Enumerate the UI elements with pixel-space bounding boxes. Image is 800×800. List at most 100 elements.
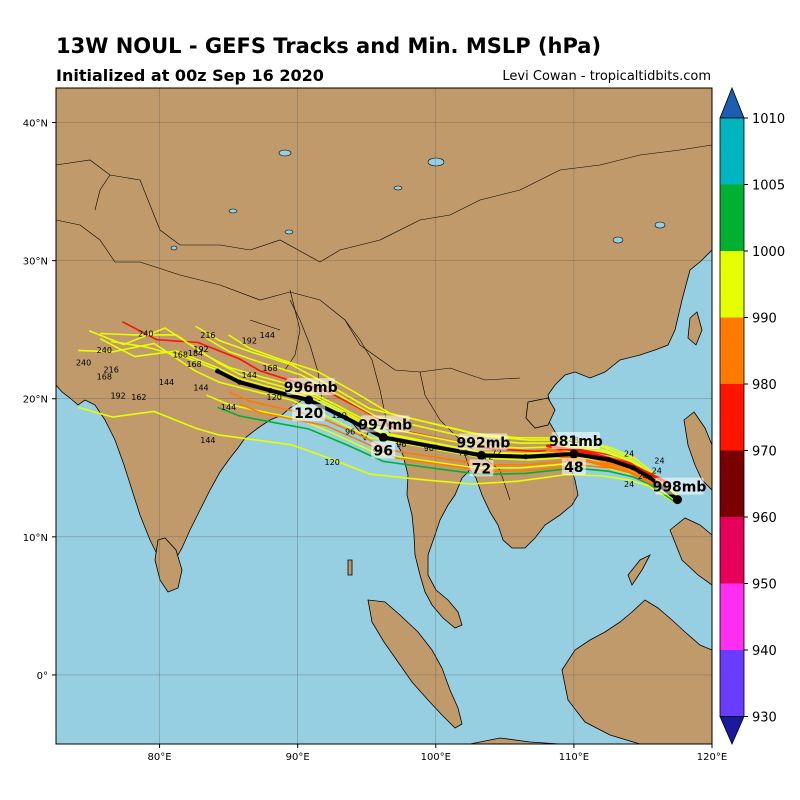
member-hour-label: 144	[200, 436, 215, 445]
member-hour-label: 90	[424, 444, 434, 453]
member-hour-label: 240	[97, 346, 112, 355]
member-track	[206, 337, 679, 499]
member-track	[228, 334, 679, 496]
mean-track-vertex	[433, 444, 439, 450]
colorbar-segment	[720, 384, 744, 451]
mean-track-vertex	[630, 465, 636, 471]
member-hour-label: 192	[110, 392, 125, 401]
mean-pressure-label: 996mb	[284, 380, 338, 396]
philippines-south	[669, 517, 712, 586]
hainan	[525, 397, 556, 429]
hour-label-bg	[561, 458, 586, 475]
mean-track-vertex	[647, 475, 653, 480]
philippines-luzon	[683, 411, 712, 491]
colorbar-tick-label: 950	[752, 578, 777, 593]
pressure-label-bg	[551, 432, 601, 449]
mean-pressure-label: 997mb	[358, 417, 412, 433]
member-hour-label: 168	[173, 350, 188, 359]
axis-tick-labels: 80°E 90°E 100°E 110°E 120°E 40°N 30°N 20°N 10°N 0…	[23, 119, 727, 763]
mean-hour-label: 48	[564, 460, 583, 476]
hour-label-bg	[469, 459, 494, 477]
palawan	[627, 554, 651, 586]
mean-track-vertex	[523, 454, 529, 460]
java	[469, 737, 561, 744]
colorbar-tick-label: 960	[752, 511, 777, 526]
colorbar-tick-label: 1005	[752, 179, 785, 194]
lat-tick-label: 10°N	[23, 533, 48, 544]
lon-tick-label: 80°E	[148, 752, 172, 763]
mean-pressure-label: 992mb	[456, 435, 510, 451]
colorbar-segment	[720, 184, 744, 251]
member-track	[77, 406, 678, 505]
colorbar-segment	[720, 650, 744, 717]
pressure-label-bg	[459, 433, 508, 451]
colorbar-segment	[720, 118, 744, 185]
colorbar-tick-label: 930	[752, 711, 777, 726]
landmasses	[56, 88, 712, 744]
mean-hour-label: 72	[472, 461, 491, 477]
member-hour-label: 144	[260, 331, 275, 340]
member-hour-label: 24	[638, 472, 648, 481]
member-hour-label: 240	[76, 359, 91, 368]
colorbar-segment	[720, 450, 744, 517]
colorbar-top-cap	[719, 86, 745, 119]
colorbar-segment	[720, 317, 744, 384]
andaman-islands	[347, 559, 353, 576]
lat-tick-label: 30°N	[23, 257, 48, 268]
member-hour-label: 162	[131, 393, 146, 402]
member-hour-label: 144	[159, 378, 174, 387]
chart-title: 13W NOUL - GEFS Tracks and Min. MSLP (hP…	[56, 34, 602, 58]
member-hour-label: 72	[492, 448, 502, 457]
map-frame	[55, 87, 713, 745]
lon-tick-label: 100°E	[421, 752, 451, 763]
lon-tick-label: 110°E	[559, 752, 589, 763]
member-hour-label: 184	[188, 349, 203, 358]
mean-track-vertex	[215, 368, 221, 374]
member-hour-label: 168	[262, 364, 277, 373]
member-hour-label: 24	[624, 450, 634, 459]
member-hour-label: 144	[193, 384, 208, 393]
mean-track-vertex	[605, 457, 611, 462]
hour-label-bg	[371, 441, 396, 459]
mean-track-point	[673, 495, 682, 505]
pressure-label-bg	[655, 477, 704, 495]
mean-pressure-label: 998mb	[653, 480, 707, 496]
member-hour-label: 24	[652, 466, 662, 475]
mean-track-vertex	[343, 415, 349, 421]
pressure-label-bg	[286, 378, 335, 396]
mean-track-vertex	[267, 388, 273, 393]
colorbar-tick-label: 990	[752, 312, 777, 327]
chart-subtitle: Initialized at 00z Sep 16 2020	[56, 66, 324, 85]
colorbar-segment	[720, 251, 744, 318]
mean-hour-label: 120	[294, 406, 323, 422]
lat-tick-label: 40°N	[23, 119, 48, 130]
colorbar-bottom-cap	[719, 716, 745, 746]
member-hour-label: 168	[186, 360, 201, 369]
mean-pressure-label: 981mb	[549, 434, 603, 450]
mean-track-point	[476, 450, 486, 460]
credit-text: Levi Cowan - tropicaltidbits.com	[502, 69, 711, 84]
member-hour-label: 120	[325, 458, 340, 467]
colorbar-frame	[719, 117, 745, 717]
pressure-colorbar: 1010 1005 1000 990 980 970 960 950 940 930	[719, 86, 785, 746]
lon-tick-label: 120°E	[697, 752, 727, 763]
colorbar-segment	[720, 517, 744, 584]
ensemble-member-hour-labels: 2424242424487272729696969012012012014414…	[76, 330, 665, 490]
member-track	[217, 406, 678, 505]
lat-tick-label: 20°N	[23, 395, 48, 406]
member-hour-label: 192	[242, 337, 257, 346]
mean-track-point	[569, 449, 579, 459]
sri-lanka	[154, 537, 183, 593]
colorbar-tick-label: 1000	[752, 245, 785, 260]
colorbar-tick-label: 940	[752, 644, 777, 659]
colorbar-tick-label: 1010	[752, 112, 785, 127]
member-hour-label: 216	[104, 366, 119, 375]
lon-tick-label: 90°E	[286, 752, 310, 763]
member-hour-label: 120	[267, 393, 282, 402]
member-hour-label: 144	[242, 371, 257, 380]
member-hour-label: 240	[138, 330, 153, 339]
map-grid	[56, 88, 712, 744]
mean-track-point	[304, 395, 314, 405]
sumatra	[367, 599, 463, 729]
